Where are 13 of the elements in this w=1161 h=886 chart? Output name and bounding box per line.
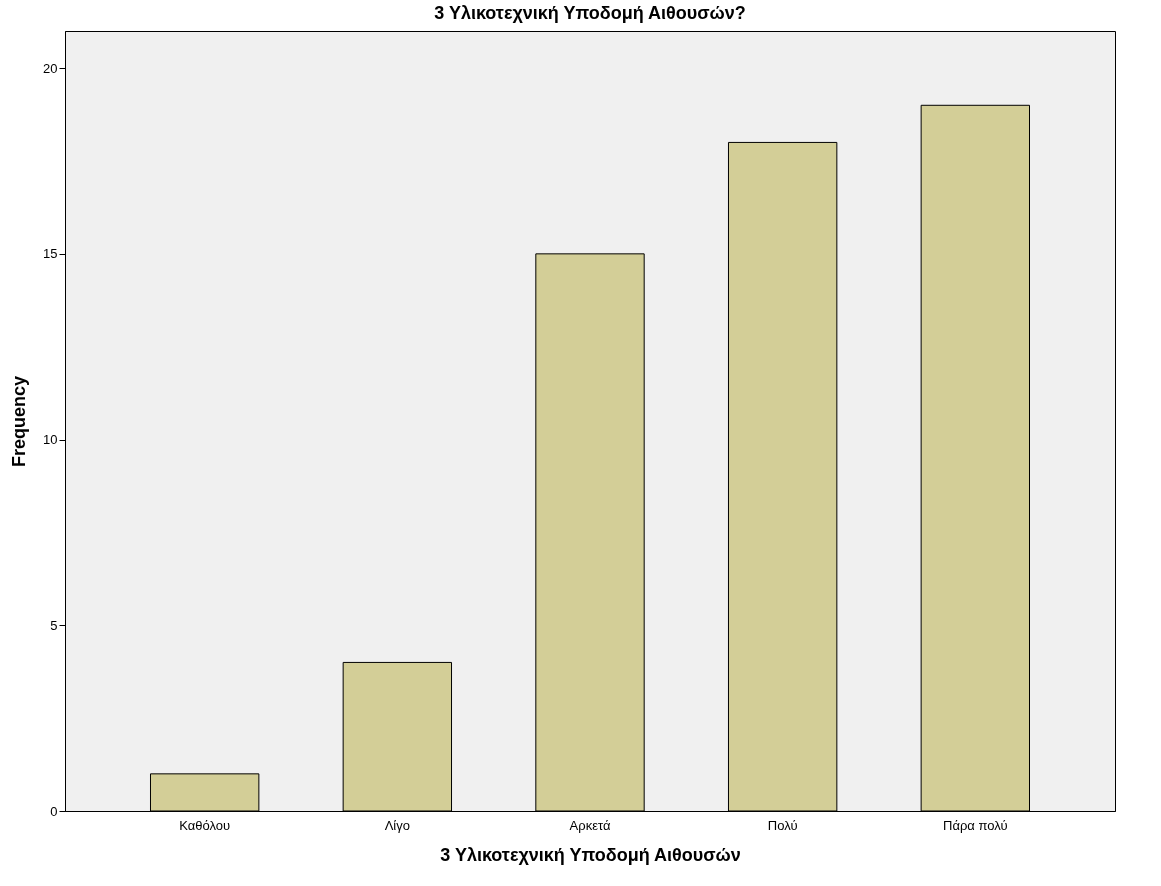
y-axis-title: Frequency — [9, 375, 30, 468]
y-tick-label: 5 — [50, 617, 58, 633]
x-tick-label: Αρκετά — [569, 817, 611, 833]
x-tick-label: Καθόλου — [179, 817, 231, 833]
y-tick-label: 15 — [43, 246, 58, 262]
y-tick-label: 20 — [43, 60, 58, 76]
y-tick-label: 0 — [50, 803, 58, 819]
x-tick-label: Λίγο — [384, 817, 410, 833]
x-axis-title: 3 Υλικοτεχνική Υποδομή Αιθουσών — [440, 844, 741, 865]
x-tick-label: Πολύ — [767, 817, 798, 833]
y-tick-label: 10 — [43, 432, 58, 448]
chart-title: 3 Υλικοτεχνική Υποδομή Αιθουσών? — [434, 3, 746, 23]
x-tick-label: Πάρα πολύ — [943, 817, 1008, 833]
